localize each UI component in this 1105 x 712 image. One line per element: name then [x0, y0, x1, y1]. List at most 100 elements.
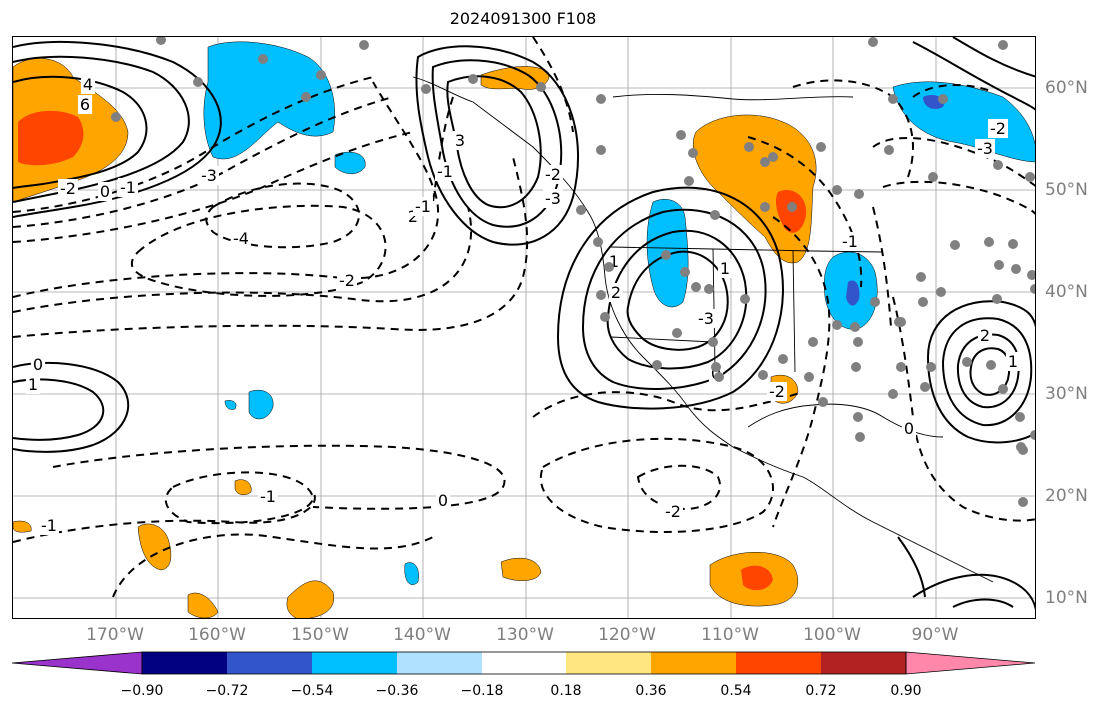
colorbar-tick-label: 0.90 — [890, 683, 922, 699]
colorbar-tick-label: −0.36 — [375, 683, 419, 699]
latitude-label: 60°N — [1045, 78, 1088, 98]
contour-label-background — [118, 178, 138, 197]
colorbar-bin — [482, 652, 566, 674]
colorbar-bin — [312, 652, 397, 674]
contour-label: 0 — [904, 419, 914, 438]
shaded-field — [13, 41, 1035, 618]
contours-dashed — [13, 37, 1035, 598]
colorbar-tick-label: 0.72 — [805, 683, 837, 699]
longitude-label: 100°W — [803, 625, 861, 645]
contour-label: -3 — [545, 189, 561, 208]
map-canvas: 4 6 -2 0 -1 -3 -4 -2 2 -1 3 -1 -2 -3 1 2… — [13, 37, 1035, 618]
latitude-label: 10°N — [1045, 588, 1088, 608]
colorbar-bin — [566, 652, 651, 674]
contour-label: -1 — [415, 197, 431, 216]
contour-label: 6 — [80, 95, 90, 114]
contour-label-background — [977, 326, 993, 345]
blue-blob-tiny — [224, 400, 237, 410]
colorbar-bin — [142, 652, 227, 674]
colorbar-bin — [227, 652, 312, 674]
contour-label: -4 — [233, 229, 249, 248]
contour-label-background — [39, 516, 59, 535]
orange-blob-s7 — [13, 520, 32, 533]
contour-label-background — [337, 271, 357, 290]
contour-label-background — [30, 355, 46, 374]
contour-label-background — [77, 95, 93, 114]
contour-label: -1 — [260, 487, 276, 506]
contour-label: 3 — [455, 131, 465, 150]
contour-label-background — [258, 487, 278, 506]
colorbar-bin — [736, 652, 821, 674]
contour-label-background — [975, 139, 995, 158]
longitude-label: 150°W — [291, 625, 349, 645]
contour-label-background — [1005, 352, 1021, 371]
contour-label: -1 — [120, 178, 136, 197]
contour-label: -2 — [545, 165, 561, 184]
blue-blob-pacific — [248, 389, 274, 420]
contour-label-background — [767, 382, 787, 401]
contour-label-background — [435, 162, 455, 181]
contour-label-background — [199, 166, 219, 185]
contour-label-background — [435, 491, 451, 510]
contour-label-background — [717, 259, 733, 278]
contour-label: -3 — [201, 166, 217, 185]
orange-blob-s4 — [500, 557, 542, 581]
contour-label: 0 — [33, 355, 43, 374]
latitude-label: 30°N — [1045, 384, 1088, 404]
contour-label-background — [988, 119, 1008, 138]
colorbar-bin — [821, 652, 906, 674]
red-blob-nw — [18, 110, 84, 166]
latitude-label: 50°N — [1045, 180, 1088, 200]
contour-label-background — [97, 182, 113, 201]
contour-label: 4 — [83, 75, 93, 94]
contour-label: 1 — [609, 252, 619, 271]
contour-label: -1 — [41, 516, 57, 535]
red-blob-s6 — [741, 565, 773, 591]
map-title: 2024091300 F108 — [449, 9, 597, 28]
contour-label: -1 — [437, 162, 453, 181]
contour-label: 1 — [1008, 352, 1018, 371]
contour-label: -2 — [990, 119, 1006, 138]
longitude-label: 130°W — [496, 625, 554, 645]
contour-label-background — [58, 179, 78, 198]
orange-blob-canada — [692, 114, 817, 264]
contour-label-background — [840, 232, 860, 251]
contour-label-layer: 4 6 -2 0 -1 -3 -4 -2 2 -1 3 -1 -2 -3 1 2… — [25, 75, 1021, 535]
blue-blob-s5 — [404, 562, 419, 585]
darkblue-blob-midwest — [846, 280, 860, 306]
contour-label: 1 — [720, 259, 730, 278]
colorbar-tick-label: 0.18 — [550, 683, 582, 699]
contour-label: 2 — [980, 326, 990, 345]
contour-label-background — [608, 283, 624, 302]
latitude-label: 20°N — [1045, 486, 1088, 506]
contour-label-background — [543, 165, 563, 184]
station-dots — [111, 37, 1035, 507]
blue-blob-small — [334, 151, 366, 174]
contour-label: -2 — [60, 179, 76, 198]
contour-label: -1 — [842, 232, 858, 251]
longitude-label: 140°W — [393, 625, 451, 645]
longitude-label: 160°W — [188, 625, 246, 645]
contour-label-background — [543, 189, 563, 208]
contour-label: -2 — [339, 271, 355, 290]
orange-blob-s2 — [187, 592, 219, 618]
longitude-label: 90°W — [911, 625, 959, 645]
colorbar-tick-label: 0.54 — [720, 683, 752, 699]
blue-blob-aleutian — [203, 41, 335, 160]
latitude-label: 40°N — [1045, 282, 1088, 302]
contour-label-background — [696, 309, 716, 328]
contour-label: 2 — [408, 207, 418, 226]
colorbar-tick-label: −0.90 — [120, 683, 164, 699]
contours-solid — [13, 37, 1035, 610]
colorbar-tick-label: 0.36 — [635, 683, 667, 699]
contour-label: 2 — [611, 283, 621, 302]
contour-label-background — [231, 229, 251, 248]
contour-label-background — [901, 419, 917, 438]
contour-label: -2 — [665, 502, 681, 521]
contour-label-background — [80, 75, 96, 94]
contour-label-background — [413, 197, 433, 216]
contour-label: 1 — [28, 375, 38, 394]
colorbar-tick-label: −0.54 — [290, 683, 334, 699]
contour-label: 0 — [438, 491, 448, 510]
contour-label-background — [25, 375, 41, 394]
